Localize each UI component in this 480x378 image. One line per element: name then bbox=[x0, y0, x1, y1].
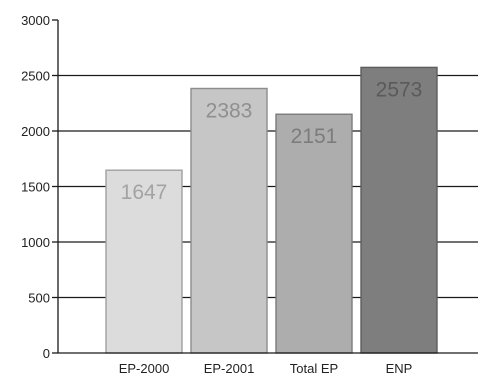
bars bbox=[105, 66, 438, 354]
x-category-label: EP-2000 bbox=[119, 361, 170, 376]
bar bbox=[360, 66, 438, 354]
y-tick-label: 2500 bbox=[21, 69, 50, 84]
bar bbox=[275, 113, 353, 354]
y-tick-label: 1000 bbox=[21, 235, 50, 250]
y-tick-label: 2000 bbox=[21, 124, 50, 139]
y-tick-label: 0 bbox=[43, 346, 50, 361]
y-tick-label: 3000 bbox=[21, 13, 50, 28]
y-tick-labels: 0 500 1000 1500 2000 2500 3000 bbox=[21, 13, 50, 361]
data-label: 2151 bbox=[291, 125, 338, 148]
bar bbox=[105, 169, 183, 354]
data-label: 2383 bbox=[206, 99, 253, 122]
data-label: 1647 bbox=[121, 181, 168, 204]
x-category-label: ENP bbox=[386, 361, 413, 376]
data-label: 2573 bbox=[376, 78, 423, 101]
y-tick-label: 1500 bbox=[21, 180, 50, 195]
axes bbox=[52, 19, 478, 354]
x-category-labels: EP-2000 EP-2001 Total EP ENP bbox=[119, 361, 413, 376]
y-tick-label: 500 bbox=[28, 291, 50, 306]
bar bbox=[190, 87, 268, 354]
x-category-label: Total EP bbox=[290, 361, 338, 376]
x-category-label: EP-2001 bbox=[204, 361, 255, 376]
data-labels: 1647 2383 2151 2573 bbox=[121, 78, 423, 204]
